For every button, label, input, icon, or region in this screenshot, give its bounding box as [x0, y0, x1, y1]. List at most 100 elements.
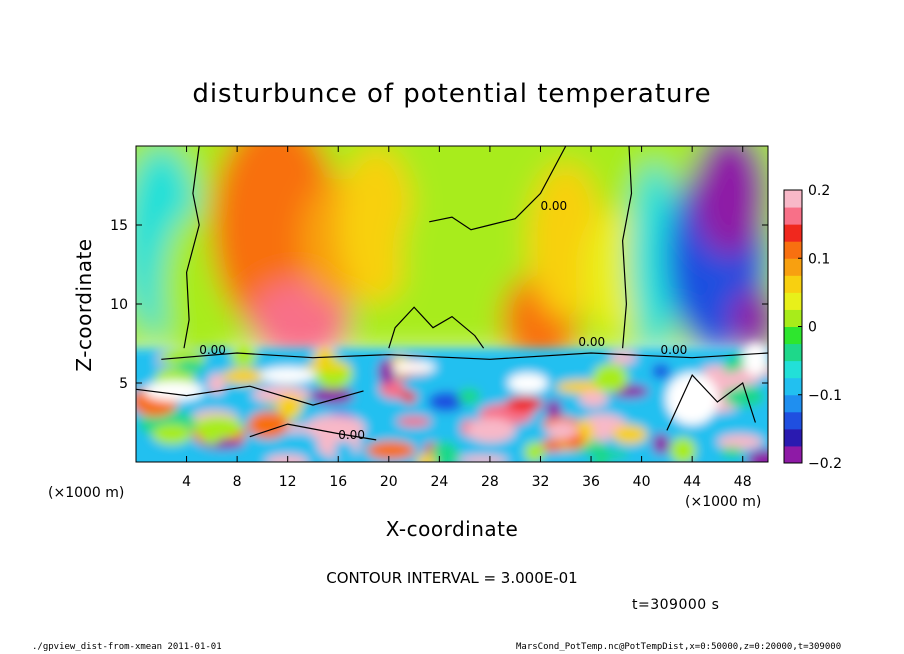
- field-patch: [545, 399, 562, 420]
- contour-label: 0.00: [578, 335, 605, 349]
- field-patch: [652, 433, 670, 455]
- x-tick-label: 28: [481, 474, 499, 490]
- contour-interval-note: CONTOUR INTERVAL = 3.000E-01: [326, 569, 577, 587]
- field-patch: [415, 453, 436, 462]
- field-patch: [572, 452, 594, 462]
- colorbar-swatch: [784, 343, 802, 362]
- field-patch: [333, 440, 355, 459]
- x-tick-label: 20: [380, 474, 398, 490]
- field-patch: [524, 441, 545, 462]
- contour-label: 0.00: [199, 343, 226, 357]
- field-patch: [730, 288, 768, 352]
- zero-contour: [429, 146, 567, 231]
- colorbar-tick-label: 0.2: [808, 183, 830, 199]
- field-patch: [222, 368, 265, 385]
- y-tick-label: 15: [110, 218, 128, 234]
- zero-contour: [183, 146, 200, 349]
- field-patch: [193, 416, 243, 439]
- field-patch: [265, 454, 309, 462]
- field-patch: [396, 416, 432, 427]
- y-tick-label: 5: [119, 376, 128, 392]
- field-patch: [247, 411, 289, 439]
- x-tick-label: 44: [683, 474, 701, 490]
- colorbar-swatch: [784, 394, 802, 413]
- colorbar-swatch: [784, 326, 802, 345]
- x-tick-label: 16: [329, 474, 347, 490]
- field-patch: [401, 177, 503, 336]
- y-axis-label: Z-coordinate: [72, 238, 96, 371]
- x-tick-label: 8: [233, 474, 242, 490]
- field-patch: [600, 450, 629, 459]
- chart-title: disturbunce of potential temperature: [192, 79, 711, 109]
- y-tick-label: 10: [110, 297, 128, 313]
- field-patch: [692, 146, 768, 257]
- colorbar-swatch: [784, 292, 802, 310]
- colorbar-swatch: [784, 275, 802, 293]
- x-tick-label: 12: [279, 474, 297, 490]
- out-of-range-patch: [392, 361, 437, 374]
- colorbar-swatch: [784, 445, 802, 464]
- x-axis-label: X-coordinate: [386, 517, 519, 541]
- field-patch: [670, 437, 697, 462]
- out-of-range-patch: [743, 343, 768, 376]
- field-patch: [207, 373, 226, 395]
- colorbar: 0.2 0.1 0 −0.1 −0.2: [783, 183, 842, 472]
- field-patch: [230, 345, 257, 367]
- x-tick-label: 48: [734, 474, 752, 490]
- colorbar-swatch: [784, 190, 802, 208]
- contour-label: 0.00: [338, 428, 365, 442]
- colorbar-tick-label: −0.2: [808, 456, 842, 472]
- colorbar-swatch: [784, 309, 802, 327]
- field-patch: [458, 387, 481, 405]
- field-patch: [505, 396, 543, 412]
- field-patch: [305, 415, 366, 442]
- x-tick-label: 4: [182, 474, 191, 490]
- zero-contour: [666, 374, 756, 431]
- field-patch: [651, 364, 671, 379]
- field-patch: [628, 161, 680, 352]
- colorbar-swatch: [784, 258, 802, 276]
- field-patch: [717, 434, 763, 450]
- contour-label: 0.00: [540, 199, 567, 213]
- colorbar-tick-label: 0: [808, 320, 817, 336]
- field-patch: [579, 390, 608, 408]
- field-patch: [592, 363, 629, 393]
- colorbar-tick-label: 0.1: [808, 251, 830, 267]
- field-patch: [366, 440, 416, 460]
- zero-contour: [621, 146, 633, 349]
- field-patch: [546, 421, 578, 439]
- footer-script-info: ./gpview_dist-from-xmean 2011-01-01: [32, 642, 222, 652]
- field-patch: [723, 385, 765, 408]
- zero-contour: [136, 385, 364, 406]
- upper-layer: [136, 146, 768, 368]
- out-of-range-patch: [666, 372, 719, 425]
- out-of-range-patch: [259, 367, 316, 384]
- field-patch: [401, 374, 440, 394]
- colorbar-swatch: [784, 411, 802, 430]
- field-patch: [720, 446, 744, 459]
- footer-file-info: MarsCond_PotTemp.nc@PotTempDist,x=0:5000…: [516, 642, 842, 652]
- contour-lines: [136, 146, 768, 441]
- field-patch: [430, 441, 460, 462]
- field-patch: [309, 387, 354, 405]
- colorbar-swatch: [784, 224, 802, 242]
- field-patch: [612, 425, 648, 445]
- colorbar-swatch: [784, 241, 802, 259]
- x-tick-label: 24: [430, 474, 448, 490]
- x-tick-label: 36: [582, 474, 600, 490]
- field-patch: [428, 391, 464, 412]
- field-patch: [152, 424, 192, 445]
- out-of-range-patch: [143, 380, 204, 401]
- lower-layer: [136, 343, 768, 462]
- field-patch: [177, 359, 204, 374]
- field-patch: [466, 418, 516, 443]
- colorbar-swatch: [784, 377, 802, 396]
- out-of-range-patch: [507, 373, 548, 393]
- colorbar-swatch: [784, 428, 802, 447]
- field-patch: [458, 455, 509, 462]
- colorbar-swatch: [784, 360, 802, 379]
- time-stamp: t=309000 s: [632, 597, 719, 613]
- field-patch: [264, 348, 312, 372]
- potential-temperature-field: 0.00 0.00 0.00 0.00 0.00: [136, 146, 768, 462]
